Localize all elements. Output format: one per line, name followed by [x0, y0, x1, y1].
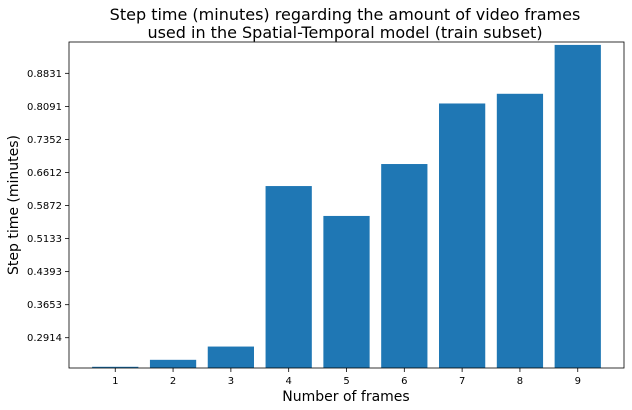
- plot-frame: [68, 41, 625, 369]
- y-tick-label: 0.4393: [27, 267, 62, 278]
- bar-1: [92, 366, 139, 368]
- y-tick-label: 0.7352: [27, 135, 62, 146]
- y-axis-label: Step time (minutes): [6, 135, 22, 275]
- bar-9: [554, 44, 601, 369]
- chart-title-line-2: used in the Spatial-Temporal model (trai…: [147, 23, 542, 42]
- x-tick-label: 1: [112, 376, 118, 387]
- bar-4: [265, 186, 312, 368]
- x-tick-label: 7: [459, 376, 465, 387]
- bar-3: [207, 346, 254, 368]
- x-tick-label: 4: [286, 376, 292, 387]
- y-tick-label: 0.5133: [27, 234, 62, 245]
- x-tick-label: 2: [170, 376, 176, 387]
- y-tick-label: 0.8091: [27, 102, 62, 113]
- x-tick-label: 6: [401, 376, 407, 387]
- bar-5: [323, 215, 370, 368]
- bars-group: [92, 44, 601, 369]
- y-tick-label: 0.2914: [27, 333, 62, 344]
- bar-2: [149, 359, 197, 368]
- x-axis-ticks: 1 2 3 4 5 6 7 8 9: [112, 368, 581, 387]
- x-tick-label: 8: [517, 376, 523, 387]
- x-tick-label: 5: [343, 376, 349, 387]
- y-tick-label: 0.5872: [27, 201, 62, 212]
- bar-7: [439, 103, 486, 368]
- x-tick-label: 9: [575, 376, 581, 387]
- bar-6: [381, 164, 428, 368]
- x-axis-label: Number of frames: [282, 389, 409, 405]
- x-tick-label: 3: [228, 376, 234, 387]
- bar-8: [496, 93, 544, 368]
- y-axis-ticks: 0.2914 0.3653 0.4393 0.5133 0.5872 0.6612 0.73…: [27, 69, 69, 344]
- y-tick-label: 0.8831: [27, 69, 62, 80]
- y-tick-label: 0.3653: [27, 300, 62, 311]
- y-tick-label: 0.6612: [27, 168, 62, 179]
- chart-title-line-1: Step time (minutes) regarding the amount…: [110, 5, 581, 24]
